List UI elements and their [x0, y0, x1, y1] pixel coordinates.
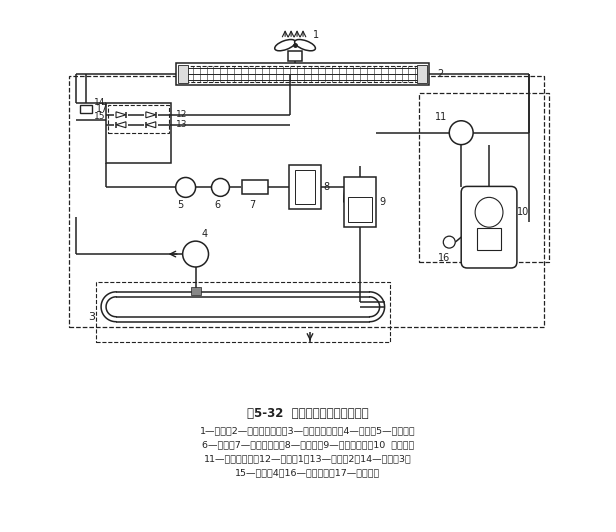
Bar	[106, 103, 171, 163]
Text: 8: 8	[323, 182, 329, 193]
Bar	[242, 180, 268, 194]
Bar	[179, 66, 426, 82]
Bar	[348, 197, 371, 222]
Circle shape	[183, 241, 209, 267]
Text: 14: 14	[94, 98, 105, 107]
Text: 3: 3	[88, 312, 95, 322]
FancyBboxPatch shape	[461, 186, 517, 268]
Circle shape	[444, 236, 455, 248]
Text: 4: 4	[201, 229, 208, 239]
Ellipse shape	[294, 39, 315, 51]
Ellipse shape	[275, 39, 296, 51]
Text: 15—单向阀4；16—低压接口；17—高压接口: 15—单向阀4；16—低压接口；17—高压接口	[235, 468, 381, 477]
Bar	[80, 105, 92, 113]
Text: 6—视镜；7—干燥过滤器；8—贮液罐；9—气液分离器；10  压缩机；: 6—视镜；7—干燥过滤器；8—贮液罐；9—气液分离器；10 压缩机；	[202, 440, 414, 450]
Ellipse shape	[475, 197, 503, 227]
Text: 15: 15	[94, 112, 105, 121]
Bar	[289, 164, 321, 209]
Bar	[69, 76, 544, 327]
Text: 7: 7	[249, 201, 256, 210]
Text: 11: 11	[435, 112, 447, 122]
Text: 6: 6	[214, 201, 221, 210]
Text: 1—风扇；2—翅片式换热器；3—套管式换热器；4—水泵；5—膨胀阀；: 1—风扇；2—翅片式换热器；3—套管式换热器；4—水泵；5—膨胀阀；	[200, 427, 416, 436]
Bar	[96, 282, 389, 342]
Bar	[288, 51, 302, 61]
Bar	[344, 178, 376, 227]
Bar	[477, 228, 501, 250]
Text: 16: 16	[438, 253, 450, 263]
Bar	[108, 105, 169, 132]
Bar	[418, 65, 428, 83]
Text: 图5-32  热泵型风冷式机组原理图: 图5-32 热泵型风冷式机组原理图	[247, 407, 369, 420]
Text: 1: 1	[313, 30, 319, 40]
Circle shape	[176, 178, 196, 197]
Bar	[176, 63, 429, 85]
Bar	[419, 93, 549, 262]
Text: 11—四通转向阀；12—单向阀1；13—单向阀2；14—单向阀3；: 11—四通转向阀；12—单向阀1；13—单向阀2；14—单向阀3；	[204, 454, 412, 463]
Text: 10: 10	[517, 207, 529, 217]
Text: 9: 9	[379, 197, 386, 207]
Bar	[190, 287, 201, 295]
Polygon shape	[116, 122, 126, 128]
Bar	[295, 170, 315, 204]
Polygon shape	[116, 112, 126, 118]
Polygon shape	[146, 112, 156, 118]
Text: 12: 12	[176, 110, 187, 119]
Text: 2: 2	[437, 69, 444, 79]
Bar	[177, 65, 188, 83]
Text: 5: 5	[177, 201, 184, 210]
Circle shape	[449, 121, 473, 145]
Text: 17: 17	[96, 104, 108, 114]
Text: 13: 13	[176, 120, 187, 129]
Polygon shape	[146, 122, 156, 128]
Circle shape	[211, 178, 229, 196]
